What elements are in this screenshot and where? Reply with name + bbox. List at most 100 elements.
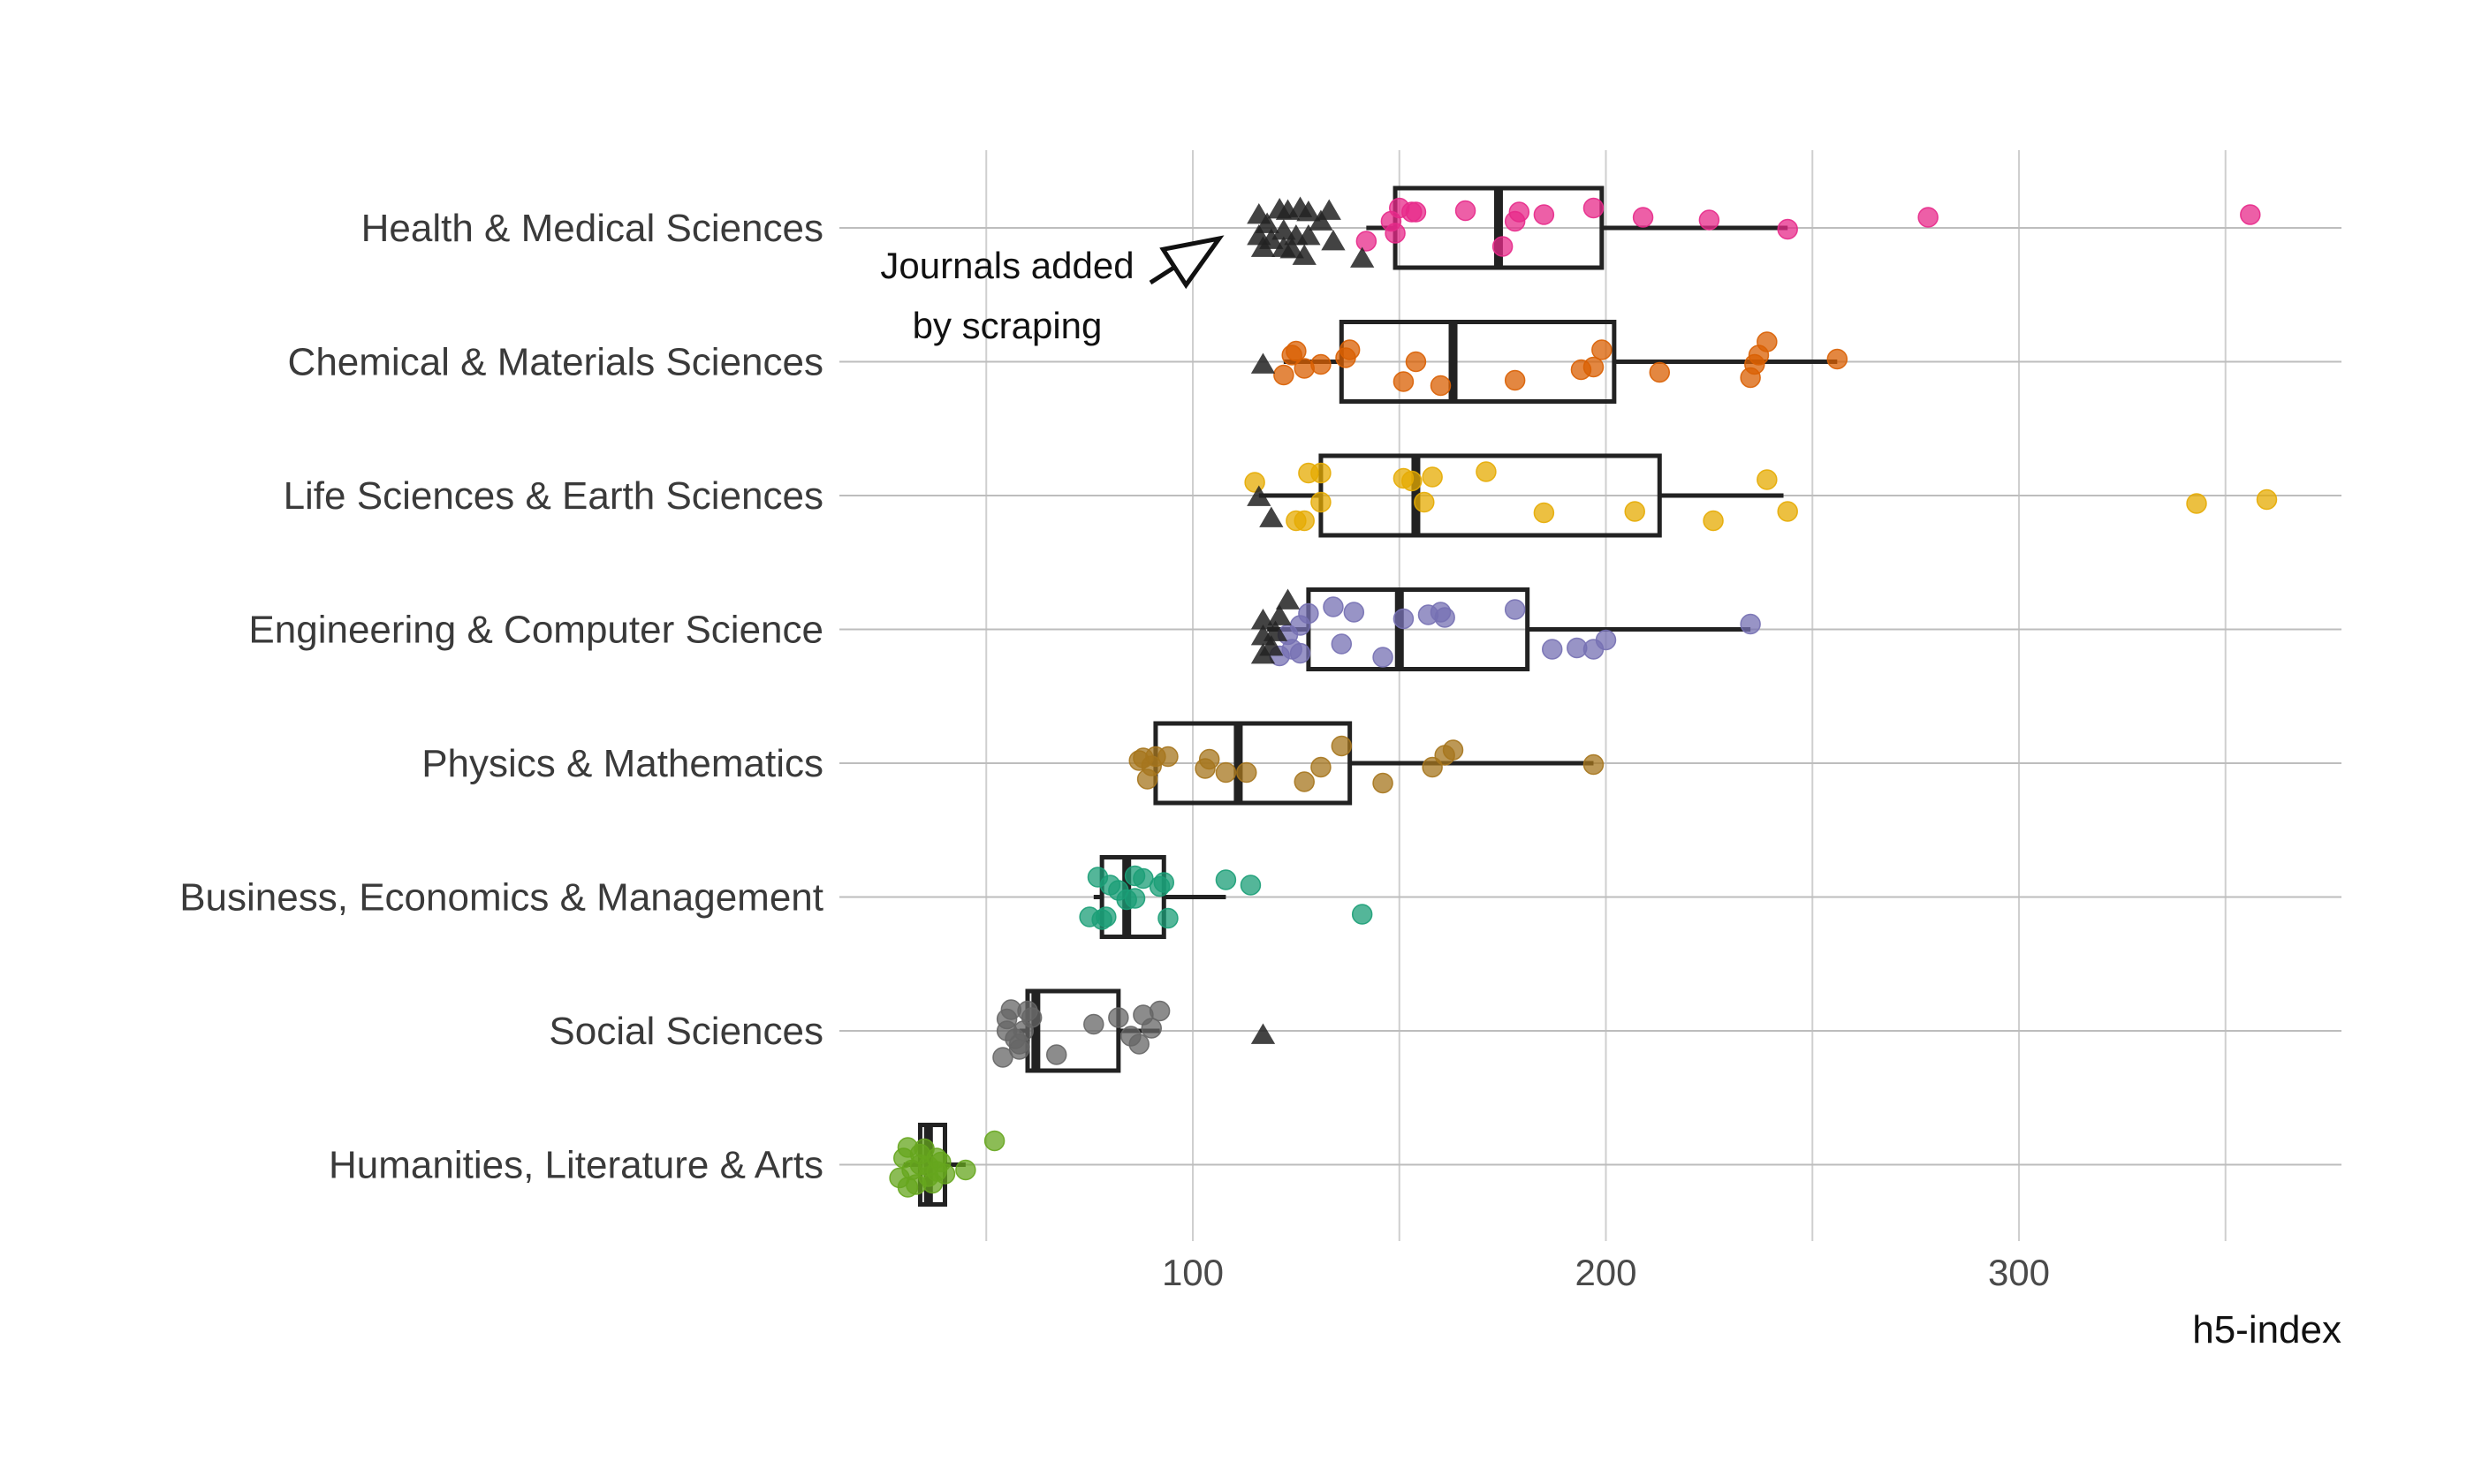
x-tick-labels: 100 200 300 — [1162, 1252, 2050, 1293]
scraped-journal-point — [1255, 212, 1279, 233]
journal-point — [1298, 602, 1319, 625]
category-label: Life Sciences & Earth Sciences — [284, 474, 823, 518]
journal-point — [1153, 872, 1175, 893]
journal-point — [1310, 491, 1332, 513]
journal-point — [1757, 331, 1778, 352]
journal-point — [1624, 501, 1645, 522]
category-label: Physics & Mathematics — [421, 742, 823, 785]
journal-point — [1141, 1018, 1162, 1039]
journal-point — [1273, 364, 1294, 386]
journal-point — [1533, 502, 1555, 524]
journal-point — [1582, 356, 1605, 378]
journal-point — [1414, 491, 1435, 513]
journal-point — [955, 1159, 976, 1181]
journal-point — [1124, 888, 1146, 909]
journal-point — [1021, 1007, 1043, 1028]
journal-point — [1339, 339, 1361, 360]
journal-point — [1454, 200, 1476, 222]
journal-point — [1393, 371, 1415, 392]
scraped-journal-point — [1296, 224, 1321, 246]
journal-point — [1157, 907, 1179, 929]
scraped-journal-point — [1271, 219, 1296, 240]
scraped-journal-point — [1292, 244, 1317, 265]
journal-point — [1108, 1007, 1129, 1028]
category-label: Health & Medical Sciences — [361, 207, 823, 250]
journal-point — [1355, 231, 1377, 252]
journal-point — [1434, 607, 1455, 628]
box-3 — [1258, 453, 1784, 538]
boxplot-layer — [903, 186, 1838, 1207]
scraped-journal-point — [1247, 485, 1271, 506]
journal-point — [1491, 236, 1514, 257]
category-label: Social Sciences — [549, 1010, 823, 1053]
journal-point — [2240, 204, 2261, 225]
journal-point — [1777, 218, 1798, 240]
journal-point — [1310, 462, 1332, 484]
journal-point — [1236, 761, 1257, 784]
journal-point — [1096, 906, 1117, 928]
x-tick-label: 300 — [1988, 1252, 2050, 1293]
journal-point — [992, 1047, 1013, 1068]
category-label: Business, Economics & Management — [179, 876, 823, 920]
journal-point — [1508, 201, 1530, 223]
journal-point — [2186, 493, 2207, 514]
journal-point — [1582, 753, 1605, 776]
x-axis-title: h5-index — [2192, 1308, 2341, 1352]
journal-point — [1757, 469, 1778, 490]
journal-point — [1777, 501, 1798, 522]
iqr-box — [1099, 855, 1166, 939]
scraped-journal-point — [1259, 506, 1284, 527]
journal-point — [1128, 1034, 1150, 1055]
annotation-line-2: by scraping — [913, 305, 1103, 346]
journal-point — [1401, 470, 1423, 492]
category-label: Humanities, Literature & Arts — [329, 1144, 823, 1187]
journal-point — [1744, 353, 1765, 375]
journal-point — [1286, 340, 1307, 362]
journal-point — [1826, 348, 1848, 370]
scraped-journal-point — [1317, 199, 1341, 220]
journal-point — [1372, 772, 1393, 794]
journal-point — [1215, 761, 1237, 784]
grid-layer — [839, 150, 2341, 1241]
annotation-line-1: Journals added — [880, 245, 1134, 286]
scraped-journal-point — [1259, 228, 1284, 249]
journal-point — [1149, 1000, 1171, 1022]
journal-point — [1294, 771, 1315, 792]
journal-point — [1632, 207, 1654, 228]
journal-point — [1405, 351, 1427, 373]
journal-point — [1541, 639, 1563, 660]
journal-point — [1045, 1044, 1067, 1065]
journal-point — [1703, 510, 1724, 532]
category-label: Engineering & Computer Science — [248, 609, 823, 652]
journal-point — [1133, 867, 1154, 890]
scraped-journal-point — [1309, 209, 1333, 231]
journal-point — [1289, 642, 1311, 664]
journal-point — [1294, 510, 1315, 532]
scraped-journal-point — [1279, 238, 1304, 259]
journal-point — [1008, 1039, 1030, 1060]
journal-point — [1343, 602, 1365, 623]
journal-point — [1393, 608, 1415, 630]
journal-point — [1595, 629, 1617, 651]
journal-point — [1157, 746, 1179, 768]
journal-point — [1331, 735, 1353, 757]
journal-point — [1504, 369, 1526, 391]
journal-point — [1331, 633, 1353, 655]
points-layer — [889, 196, 2278, 1198]
scraped-journal-point — [1321, 230, 1346, 251]
scraped-journal-point — [1275, 588, 1301, 610]
journal-point — [934, 1163, 956, 1185]
journal-point — [1698, 209, 1720, 231]
scraped-journal-point — [1259, 635, 1284, 656]
journal-point — [1740, 613, 1761, 635]
scraped-journal-point — [1263, 620, 1288, 641]
journal-point — [1533, 204, 1555, 225]
journal-point — [1917, 207, 1939, 228]
journal-point — [1442, 739, 1464, 761]
journal-point — [1244, 472, 1265, 493]
scraped-journal-point — [1267, 604, 1292, 625]
journal-point — [1582, 197, 1605, 219]
x-tick-label: 200 — [1575, 1252, 1636, 1293]
journal-point — [1323, 596, 1344, 617]
